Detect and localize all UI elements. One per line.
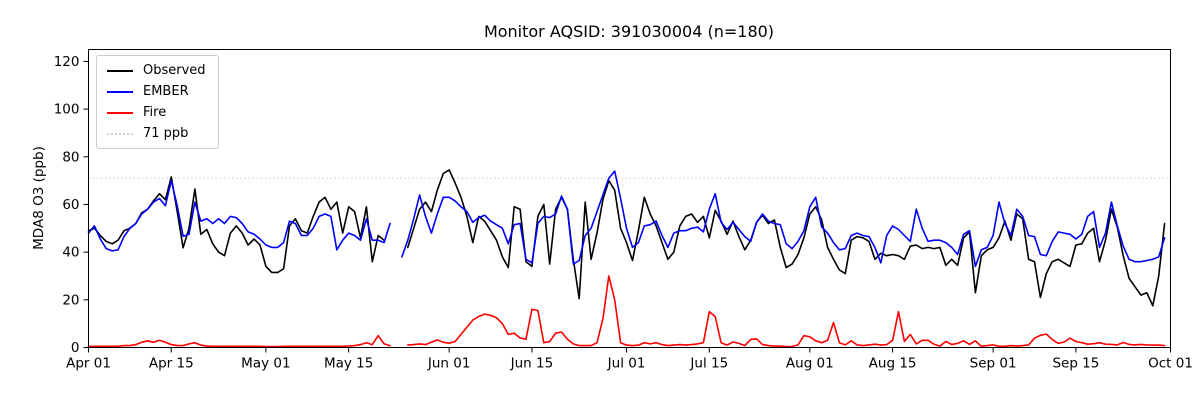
series-line-ember: [87, 170, 1166, 268]
x-tick-label: May 01: [241, 356, 290, 372]
fire-line-swatch: [107, 111, 133, 114]
y-tick-label: 0: [71, 340, 80, 356]
y-tick-label: 40: [62, 245, 79, 261]
x-tick-label: Sep 15: [1052, 356, 1099, 372]
x-tick-label: Jun 01: [427, 356, 471, 372]
x-tick-label: Apr 01: [66, 356, 111, 372]
legend: Observed EMBER Fire 71 ppb: [96, 55, 219, 149]
legend-item-ember: EMBER: [107, 85, 206, 98]
legend-item-observed: Observed: [107, 64, 206, 77]
x-tick-label: Jul 15: [689, 356, 728, 372]
series-line-fire: [87, 275, 1166, 348]
legend-label-observed: Observed: [143, 63, 206, 78]
y-tick-label: 120: [54, 54, 80, 70]
x-tick-label: Apr 15: [149, 356, 194, 372]
y-tick-label: 20: [62, 292, 79, 308]
legend-item-fire: Fire: [107, 106, 206, 119]
legend-item-threshold: 71 ppb: [107, 127, 206, 140]
x-tick-label: May 15: [324, 356, 373, 372]
observed-line-swatch: [107, 69, 133, 72]
threshold-line-swatch: [107, 132, 133, 135]
x-tick-label: Aug 01: [786, 356, 834, 372]
ember-line-swatch: [107, 90, 133, 93]
chart-title: Monitor AQSID: 391030004 (n=180): [483, 22, 775, 41]
legend-label-fire: Fire: [143, 105, 167, 120]
x-tick-label: Oct 01: [1148, 356, 1193, 372]
x-tick-label: Jul 01: [607, 356, 646, 372]
x-tick-label: Aug 15: [869, 356, 917, 372]
y-tick-label: 60: [62, 197, 79, 213]
series-line-observed: [87, 169, 1166, 307]
legend-label-ember: EMBER: [143, 84, 189, 99]
plot-frame: [88, 49, 1171, 348]
x-tick-label: Sep 01: [970, 356, 1017, 372]
x-tick-label: Jun 15: [510, 356, 554, 372]
legend-label-threshold: 71 ppb: [143, 126, 189, 141]
y-tick-label: 100: [54, 102, 80, 118]
y-tick-label: 80: [62, 149, 79, 165]
